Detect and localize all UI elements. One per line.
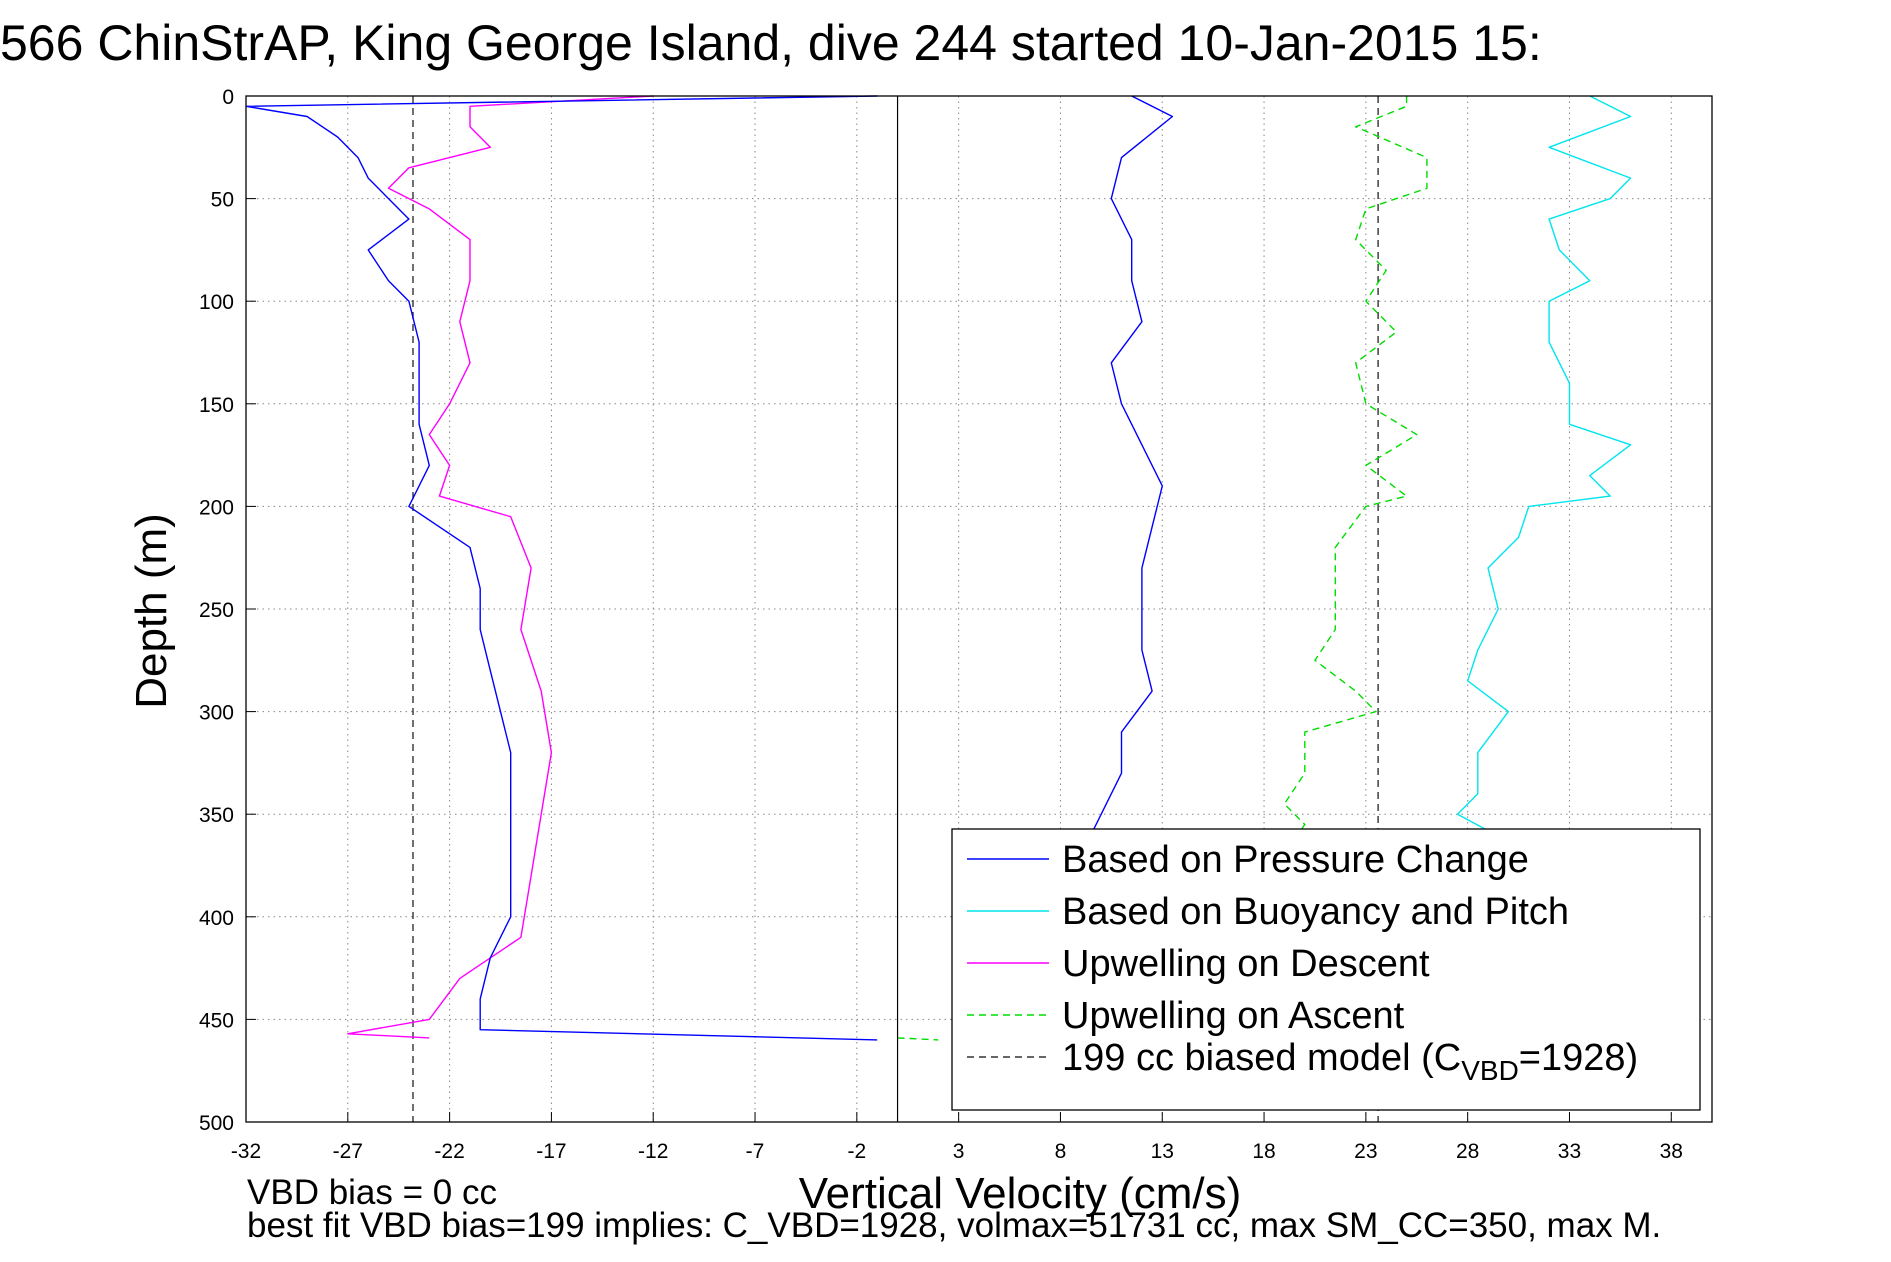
x-tick-label: -27 [333, 1140, 363, 1163]
x-tick-label: 23 [1354, 1140, 1377, 1163]
x-tick-label: -12 [638, 1140, 668, 1163]
y-tick-label: 350 [199, 804, 234, 827]
x-tick-label: 3 [953, 1140, 965, 1163]
legend-label-buoyancy: Based on Buoyancy and Pitch [1062, 891, 1569, 933]
y-tick-labels: 0 50 100 150 200 250 300 350 400 450 500 [199, 86, 234, 1135]
series-ascent [897, 96, 1428, 1041]
plot-frame [245, 95, 1713, 1123]
axes [245, 95, 1713, 1123]
x-tick-label: 18 [1252, 1140, 1275, 1163]
buoyancy-line [1456, 95, 1632, 832]
series-buoyancy [1456, 95, 1632, 832]
y-tick-label: 100 [199, 291, 234, 314]
x-tick-label: 33 [1558, 1140, 1581, 1163]
legend-label-ascent: Upwelling on Ascent [1062, 995, 1405, 1037]
pressure-line [245, 95, 878, 1041]
series-pressure [245, 95, 1174, 1041]
y-tick-label: 450 [199, 1009, 234, 1032]
x-tick-label: -22 [434, 1140, 464, 1163]
series-layer [245, 95, 1632, 1122]
x-tick-labels: -32 -27 -22 -17 -12 -7 -2 3 8 13 18 23 28 33 38 [231, 1140, 1683, 1163]
y-tick-label: 500 [199, 1112, 234, 1135]
legend-label-model: 199 cc biased model (CVBD=1928) [1062, 1037, 1638, 1086]
y-axis-label: Depth (m) [127, 513, 176, 709]
legend-label-descent: Upwelling on Descent [1062, 943, 1430, 985]
ascent-line [1283, 96, 1428, 840]
x-tick-label: -32 [231, 1140, 261, 1163]
x-tick-label: -2 [847, 1140, 866, 1163]
x-tick-label: -7 [746, 1140, 765, 1163]
series-descent [347, 95, 654, 1039]
legend-label-pressure: Based on Pressure Change [1062, 839, 1529, 881]
y-tick-label: 250 [199, 599, 234, 622]
legend: Based on Pressure Change Based on Buoyanc… [951, 828, 1701, 1111]
y-tick-label: 0 [222, 86, 234, 109]
y-tick-label: 300 [199, 702, 234, 725]
x-tick-label: 8 [1055, 1140, 1067, 1163]
ascent-line [897, 1037, 939, 1041]
y-tick-label: 400 [199, 907, 234, 930]
vbd-bias-note: VBD bias = 0 cc [247, 1173, 497, 1212]
best-fit-note: best fit VBD bias=199 implies: C_VBD=192… [247, 1206, 1661, 1245]
chart-title: 566 ChinStrAP, King George Island, dive … [0, 15, 1542, 71]
x-axis-label: Vertical Velocity (cm/s) [799, 1169, 1242, 1218]
x-tick-label: 13 [1151, 1140, 1174, 1163]
x-tick-label: 28 [1456, 1140, 1479, 1163]
x-tick-label: -17 [536, 1140, 566, 1163]
descent-line [347, 95, 654, 1039]
y-tick-label: 200 [199, 496, 234, 519]
y-tick-label: 150 [199, 394, 234, 417]
legend-box [951, 828, 1701, 1111]
pressure-line [1090, 95, 1174, 836]
x-tick-label: 38 [1660, 1140, 1683, 1163]
y-tick-label: 50 [211, 189, 234, 212]
